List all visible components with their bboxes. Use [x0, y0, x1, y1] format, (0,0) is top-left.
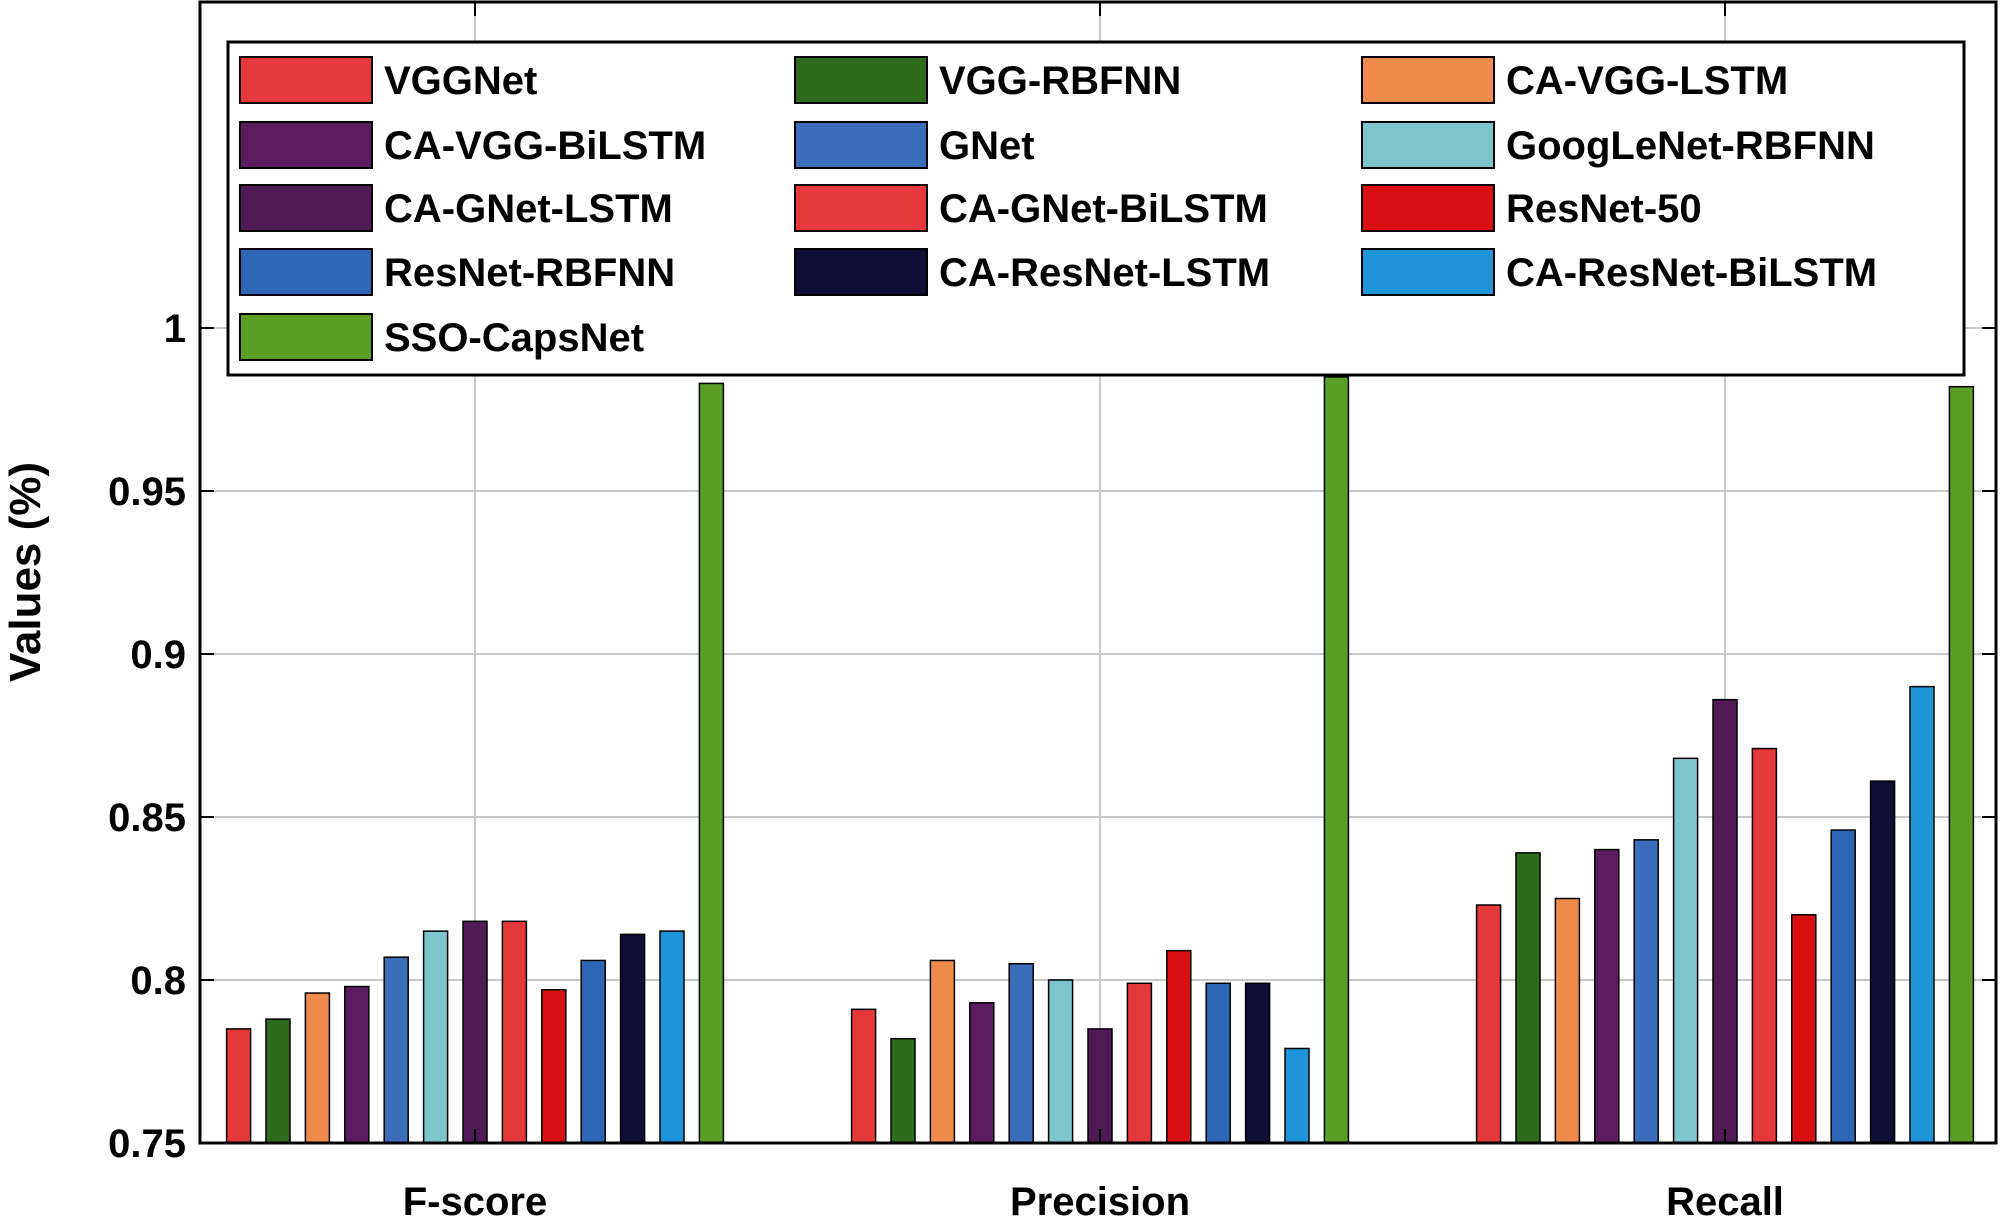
bar	[1475, 904, 1502, 1144]
bar	[1515, 852, 1541, 1144]
bar	[1047, 979, 1074, 1144]
legend-label: CA-VGG-BiLSTM	[384, 124, 706, 168]
bar	[698, 382, 725, 1144]
bar	[1751, 747, 1778, 1144]
legend-label: GoogLeNet-RBFNN	[1506, 124, 1875, 168]
bar	[1909, 685, 1935, 1144]
bar	[1284, 1047, 1310, 1144]
y-axis-ticks: 0.75 0.8 0.85 0.9 0.95 1	[108, 307, 1996, 1166]
legend-swatch	[794, 121, 928, 169]
bar	[929, 959, 956, 1144]
legend-swatch	[239, 313, 373, 361]
y-tick-label: 1	[164, 307, 186, 351]
legend-swatch	[794, 56, 928, 104]
y-tick-label: 0.75	[108, 1122, 186, 1166]
x-tick-label: Recall	[1666, 1180, 1784, 1224]
y-axis-title: Values (%)	[1, 462, 50, 682]
bar	[1244, 982, 1271, 1144]
bar	[969, 1002, 995, 1144]
bars	[225, 376, 1975, 1144]
bar	[265, 1018, 291, 1144]
legend-swatch	[1361, 121, 1495, 169]
legend-swatch	[239, 248, 373, 296]
bar	[383, 956, 409, 1144]
x-axis-ticks: F-score Precision Recall	[403, 2, 1784, 1224]
bar	[659, 930, 685, 1144]
bar	[1087, 1028, 1113, 1144]
y-tick-label: 0.8	[130, 959, 186, 1003]
bar	[225, 1028, 252, 1144]
y-tick-label: 0.95	[108, 470, 186, 514]
bar	[850, 1008, 877, 1144]
x-tick-label: Precision	[1010, 1180, 1190, 1224]
bar	[1166, 949, 1192, 1144]
legend-label: SSO-CapsNet	[384, 316, 644, 360]
legend-label: CA-ResNet-LSTM	[939, 251, 1270, 295]
legend-label: GNet	[939, 124, 1035, 168]
bar	[1554, 897, 1581, 1144]
legend-box	[226, 40, 1966, 377]
legend-label: ResNet-RBFNN	[384, 251, 675, 295]
bar	[422, 930, 449, 1144]
bar	[1594, 848, 1620, 1144]
legend-label: CA-GNet-BiLSTM	[939, 187, 1268, 231]
bar	[344, 985, 370, 1144]
bar	[1791, 914, 1817, 1144]
legend: VGGNet VGG-RBFNN CA-VGG-LSTM CA-VGG-BiLSTM G…	[226, 40, 1966, 377]
legend-swatch	[239, 121, 373, 169]
bar	[541, 989, 567, 1144]
bar	[1948, 385, 1975, 1144]
bar	[580, 959, 606, 1144]
bar	[1869, 780, 1896, 1144]
bar	[619, 933, 646, 1144]
bar	[890, 1037, 916, 1144]
legend-swatch	[1361, 56, 1495, 104]
legend-label: CA-VGG-LSTM	[1506, 59, 1788, 103]
legend-swatch	[794, 184, 928, 232]
bar	[462, 920, 488, 1144]
bar	[1633, 839, 1659, 1144]
plot-frame	[198, 0, 1998, 1145]
bar	[1205, 982, 1231, 1144]
y-tick-label: 0.85	[108, 796, 186, 840]
legend-label: CA-GNet-LSTM	[384, 187, 673, 231]
bar	[1008, 962, 1034, 1144]
legend-label: VGGNet	[384, 59, 537, 103]
bar	[304, 992, 331, 1144]
legend-swatch	[1361, 184, 1495, 232]
legend-swatch	[239, 56, 373, 104]
bar	[1672, 757, 1699, 1144]
bar	[1126, 982, 1153, 1144]
legend-label: VGG-RBFNN	[939, 59, 1181, 103]
legend-label: CA-ResNet-BiLSTM	[1506, 251, 1877, 295]
bar	[501, 920, 528, 1144]
bar	[1323, 376, 1350, 1144]
bar	[1830, 829, 1856, 1144]
legend-swatch	[1361, 248, 1495, 296]
legend-swatch	[794, 248, 928, 296]
legend-swatch	[239, 184, 373, 232]
legend-label: ResNet-50	[1506, 187, 1702, 231]
y-tick-label: 0.9	[130, 633, 186, 677]
bar	[1712, 698, 1738, 1144]
x-tick-label: F-score	[403, 1180, 548, 1224]
